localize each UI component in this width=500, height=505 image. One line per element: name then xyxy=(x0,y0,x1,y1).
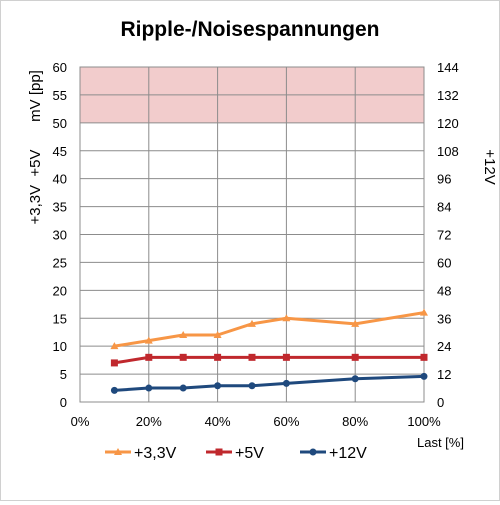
y-left-tick-label: 60 xyxy=(53,60,67,75)
y-left-tick-label: 15 xyxy=(53,311,67,326)
y-left-tick-label: 30 xyxy=(53,228,67,243)
y-right-tick-label: 132 xyxy=(437,88,459,103)
y-left-tick-label: 50 xyxy=(53,116,67,131)
x-tick-label: 20% xyxy=(136,414,162,429)
data-point-33V xyxy=(213,331,222,338)
y-left-tick-label: 55 xyxy=(53,88,67,103)
data-point-33V xyxy=(420,308,428,316)
data-point-12V xyxy=(110,386,118,394)
y-left-tick-label: 45 xyxy=(53,144,67,159)
y-left-tick-label: 25 xyxy=(53,255,67,270)
data-point-12V xyxy=(248,382,256,390)
data-point-5V xyxy=(110,359,118,367)
series-line-12V xyxy=(114,374,425,392)
data-point-33V xyxy=(144,336,153,344)
y-right-tick-label: 72 xyxy=(437,228,451,243)
y-left-tick-label: 5 xyxy=(60,367,67,382)
data-point-5V xyxy=(351,353,359,361)
data-point-5V xyxy=(420,353,428,361)
y-axis-left-unit-label: mV [pp] xyxy=(27,70,44,122)
legend-marker-33V xyxy=(114,448,122,455)
data-point-12V xyxy=(214,382,222,390)
chart-title: Ripple-/Noisespannungen xyxy=(120,18,379,41)
y-left-tick-label: 0 xyxy=(60,395,67,410)
legend-marker-12V xyxy=(309,448,317,456)
y-right-tick-label: 48 xyxy=(437,283,451,298)
x-axis-label: Last [%] xyxy=(417,435,464,450)
y-right-tick-label: 24 xyxy=(437,339,451,354)
y-left-tick-label: 20 xyxy=(53,283,67,298)
data-point-33V xyxy=(351,319,360,327)
data-point-33V xyxy=(282,314,291,322)
x-tick-label: 80% xyxy=(342,414,368,429)
y-left-tick-label: 10 xyxy=(53,339,67,354)
data-point-12V xyxy=(179,384,187,392)
data-point-12V xyxy=(282,379,290,387)
x-tick-label: 60% xyxy=(273,414,299,429)
data-point-5V xyxy=(145,353,153,361)
data-point-33V xyxy=(248,319,256,327)
legend-label-12V: +12V xyxy=(329,445,367,462)
data-point-5V xyxy=(282,353,290,361)
x-tick-label: 0% xyxy=(71,414,90,429)
y-right-tick-label: 60 xyxy=(437,255,451,270)
series-line-5V xyxy=(114,355,424,365)
x-tick-label: 40% xyxy=(205,414,231,429)
data-point-5V xyxy=(248,353,256,361)
x-tick-label: 100% xyxy=(407,414,441,429)
y-left-tick-label: 40 xyxy=(53,172,67,187)
data-point-5V xyxy=(179,353,187,361)
y-right-tick-label: 144 xyxy=(437,60,459,75)
y-right-tick-label: 84 xyxy=(437,200,451,215)
data-point-33V xyxy=(110,342,119,350)
legend-label-33V: +3,3V xyxy=(134,445,177,462)
data-point-12V xyxy=(420,372,428,380)
y-right-tick-label: 120 xyxy=(437,116,459,131)
y-axis-left-series-label: +3,3V +5V xyxy=(27,149,44,224)
legend-label-5V: +5V xyxy=(235,445,264,462)
data-point-33V xyxy=(179,331,188,338)
legend-marker-5V xyxy=(215,448,223,456)
y-right-tick-label: 12 xyxy=(437,367,451,382)
y-right-tick-label: 96 xyxy=(437,172,451,187)
series-line-33V xyxy=(114,311,425,348)
data-point-5V xyxy=(214,353,222,361)
plot-area-border xyxy=(79,66,425,403)
y-right-tick-label: 0 xyxy=(437,395,444,410)
data-point-12V xyxy=(351,375,359,383)
y-right-tick-label: 36 xyxy=(437,311,451,326)
y-axis-right-label: +12V xyxy=(481,149,498,184)
data-point-12V xyxy=(145,384,153,392)
y-left-tick-label: 35 xyxy=(53,200,67,215)
y-right-tick-label: 108 xyxy=(437,144,459,159)
